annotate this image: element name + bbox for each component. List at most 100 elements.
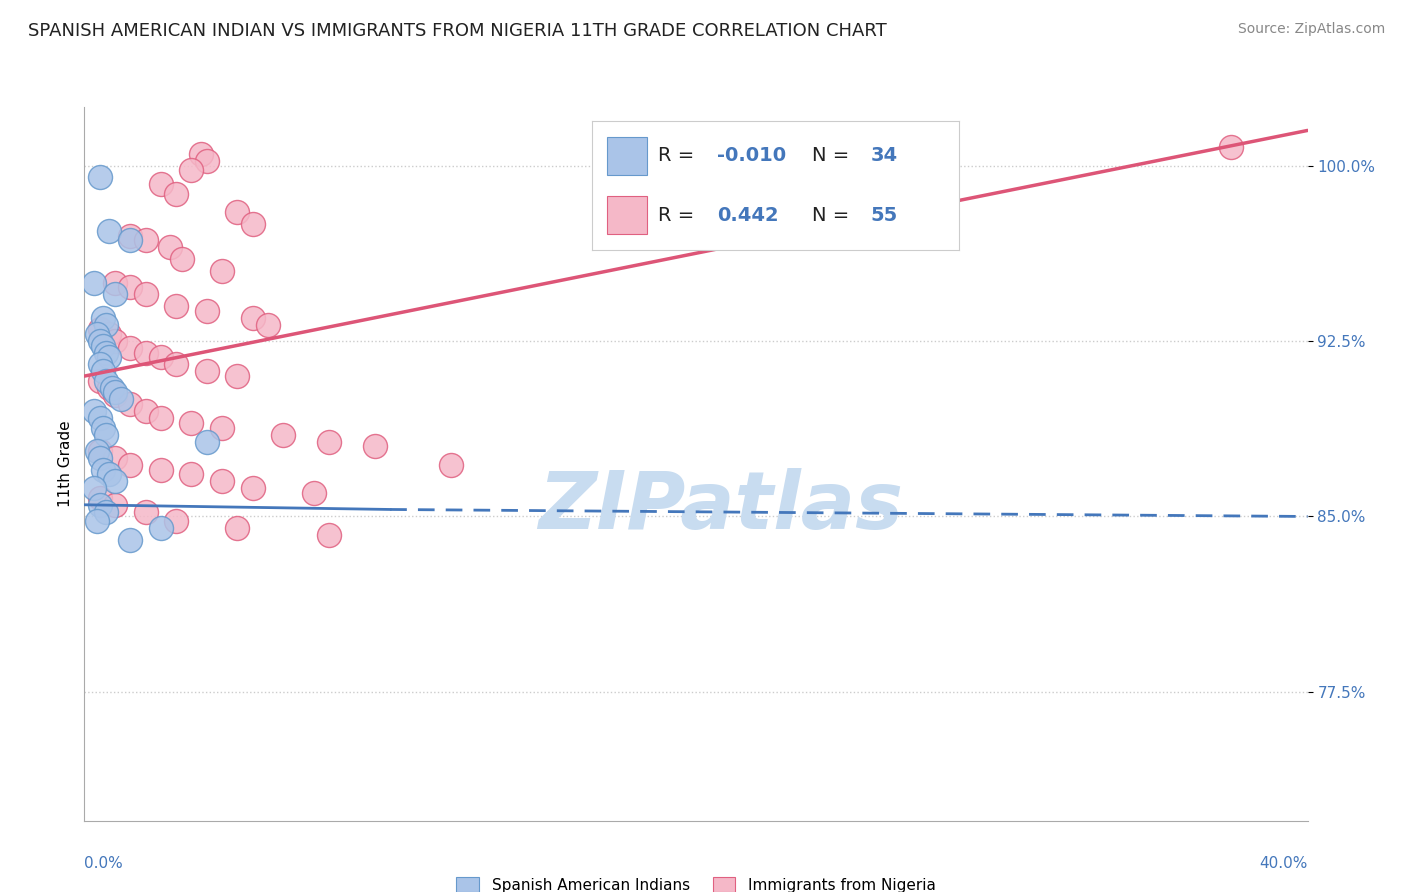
Point <box>1220 140 1243 154</box>
Point <box>211 264 233 278</box>
Point <box>120 533 142 547</box>
Point <box>318 528 340 542</box>
Point <box>226 521 249 535</box>
Text: Source: ZipAtlas.com: Source: ZipAtlas.com <box>1237 22 1385 37</box>
Point <box>89 358 111 372</box>
Point <box>83 482 105 496</box>
Point <box>89 491 111 505</box>
Point <box>149 463 172 477</box>
Point <box>135 287 157 301</box>
Point <box>257 318 280 332</box>
Text: N =: N = <box>813 205 856 225</box>
Point <box>94 345 117 359</box>
Point <box>242 310 264 325</box>
Point <box>94 374 117 388</box>
Point <box>89 444 111 458</box>
Point <box>159 240 181 254</box>
Point <box>104 276 127 290</box>
Point <box>110 392 132 407</box>
Point <box>91 420 114 434</box>
Point <box>149 411 172 425</box>
Point <box>195 303 218 318</box>
Point <box>135 345 157 359</box>
Point <box>94 318 117 332</box>
Point <box>242 482 264 496</box>
Point <box>135 404 157 418</box>
Point <box>135 234 157 248</box>
Point <box>83 404 105 418</box>
Point <box>86 444 108 458</box>
Text: ZIPatlas: ZIPatlas <box>538 467 903 546</box>
Point <box>211 475 233 489</box>
Point <box>120 458 142 472</box>
Bar <box>606 196 647 235</box>
Point <box>94 427 117 442</box>
Point <box>91 364 114 378</box>
Point <box>89 450 111 465</box>
Point <box>97 351 120 365</box>
Point <box>101 381 124 395</box>
Point <box>120 228 142 243</box>
Point <box>165 186 187 201</box>
Point <box>165 514 187 528</box>
Point <box>120 280 142 294</box>
Point <box>97 224 120 238</box>
Point <box>104 388 127 402</box>
Point <box>83 276 105 290</box>
Point <box>104 385 127 400</box>
Point <box>89 170 111 185</box>
Text: SPANISH AMERICAN INDIAN VS IMMIGRANTS FROM NIGERIA 11TH GRADE CORRELATION CHART: SPANISH AMERICAN INDIAN VS IMMIGRANTS FR… <box>28 22 887 40</box>
Point <box>195 153 218 168</box>
Point <box>165 358 187 372</box>
Text: N =: N = <box>813 146 856 166</box>
Point <box>165 299 187 313</box>
Y-axis label: 11th Grade: 11th Grade <box>58 420 73 508</box>
Point <box>104 498 127 512</box>
Legend: Spanish American Indians, Immigrants from Nigeria: Spanish American Indians, Immigrants fro… <box>450 871 942 892</box>
Point <box>172 252 194 266</box>
Point <box>89 322 111 336</box>
Point <box>94 505 117 519</box>
Point <box>104 334 127 348</box>
Text: -0.010: -0.010 <box>717 146 786 166</box>
Point <box>226 369 249 384</box>
Point <box>149 351 172 365</box>
Point <box>195 364 218 378</box>
Point <box>190 146 212 161</box>
Point <box>104 287 127 301</box>
Bar <box>606 136 647 175</box>
Point <box>135 505 157 519</box>
Point <box>302 486 325 500</box>
Point <box>120 397 142 411</box>
Point <box>89 498 111 512</box>
Point <box>86 326 108 341</box>
Point <box>89 374 111 388</box>
Text: 0.0%: 0.0% <box>84 855 124 871</box>
Text: 34: 34 <box>870 146 898 166</box>
Point <box>226 205 249 219</box>
Text: 0.442: 0.442 <box>717 205 779 225</box>
Point <box>149 521 172 535</box>
Point <box>120 341 142 355</box>
Point <box>86 514 108 528</box>
Point <box>149 178 172 192</box>
Point <box>91 339 114 353</box>
Point <box>180 416 202 430</box>
Text: 55: 55 <box>870 205 898 225</box>
Point <box>318 434 340 449</box>
Point <box>211 420 233 434</box>
Point <box>97 381 120 395</box>
Point <box>89 411 111 425</box>
Point <box>91 310 114 325</box>
Point <box>180 163 202 178</box>
Point <box>242 217 264 231</box>
Point <box>271 427 294 442</box>
Point <box>440 458 463 472</box>
Point <box>364 439 387 453</box>
Point <box>120 234 142 248</box>
Text: R =: R = <box>658 205 700 225</box>
Point <box>97 326 120 341</box>
Text: 40.0%: 40.0% <box>1260 855 1308 871</box>
Point <box>104 475 127 489</box>
Point <box>97 467 120 482</box>
